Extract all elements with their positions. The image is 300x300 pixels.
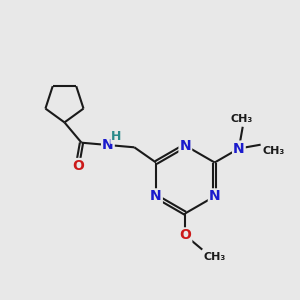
Text: N: N	[233, 142, 245, 155]
Text: CH₃: CH₃	[230, 114, 252, 124]
Text: CH₃: CH₃	[262, 146, 284, 156]
Text: N: N	[102, 138, 114, 152]
Text: N: N	[179, 139, 191, 153]
Text: H: H	[111, 130, 121, 143]
Text: N: N	[150, 189, 162, 203]
Text: O: O	[179, 228, 191, 242]
Text: CH₃: CH₃	[204, 252, 226, 262]
Text: O: O	[72, 159, 84, 173]
Text: N: N	[209, 189, 220, 203]
